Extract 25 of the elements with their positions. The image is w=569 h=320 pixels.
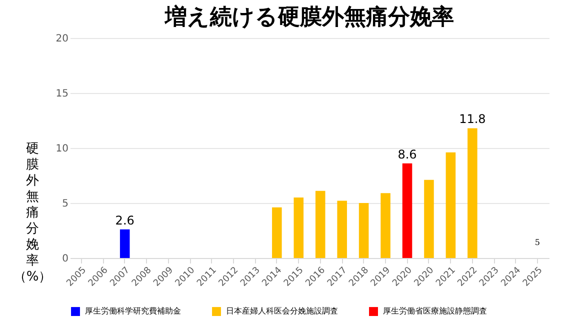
bar <box>315 190 326 258</box>
bar <box>272 207 282 258</box>
legend-label: 厚生労働省医療施設静態調査 <box>383 306 487 316</box>
y-tick-label: 10 <box>56 144 68 154</box>
text: 硬膜外無痛分娩率（%） <box>13 142 52 284</box>
bar <box>358 203 369 258</box>
bar <box>424 180 434 258</box>
bar <box>120 229 130 258</box>
y-tick-label: 15 <box>56 88 68 100</box>
bar <box>468 128 478 258</box>
y-tick-label: 5 <box>62 198 68 210</box>
data-label: 11.8 <box>459 112 486 126</box>
bar <box>337 200 347 258</box>
bar <box>446 152 456 258</box>
bar <box>402 163 412 258</box>
data-label: 2.6 <box>115 213 134 228</box>
bar <box>380 193 390 258</box>
bar <box>294 198 304 258</box>
annotation: 5 <box>534 238 540 247</box>
y-tick-label: 0 <box>62 254 68 264</box>
chart-title: 増え続ける硬膜外無痛分娩率 <box>164 4 454 30</box>
y-tick-label: 20 <box>56 34 68 44</box>
legend-label: 厚生労働科学研究費補助金 <box>85 306 181 316</box>
legend-label: 日本産婦人科医会分娩施設調査 <box>226 306 338 316</box>
data-label: 8.6 <box>398 147 417 162</box>
